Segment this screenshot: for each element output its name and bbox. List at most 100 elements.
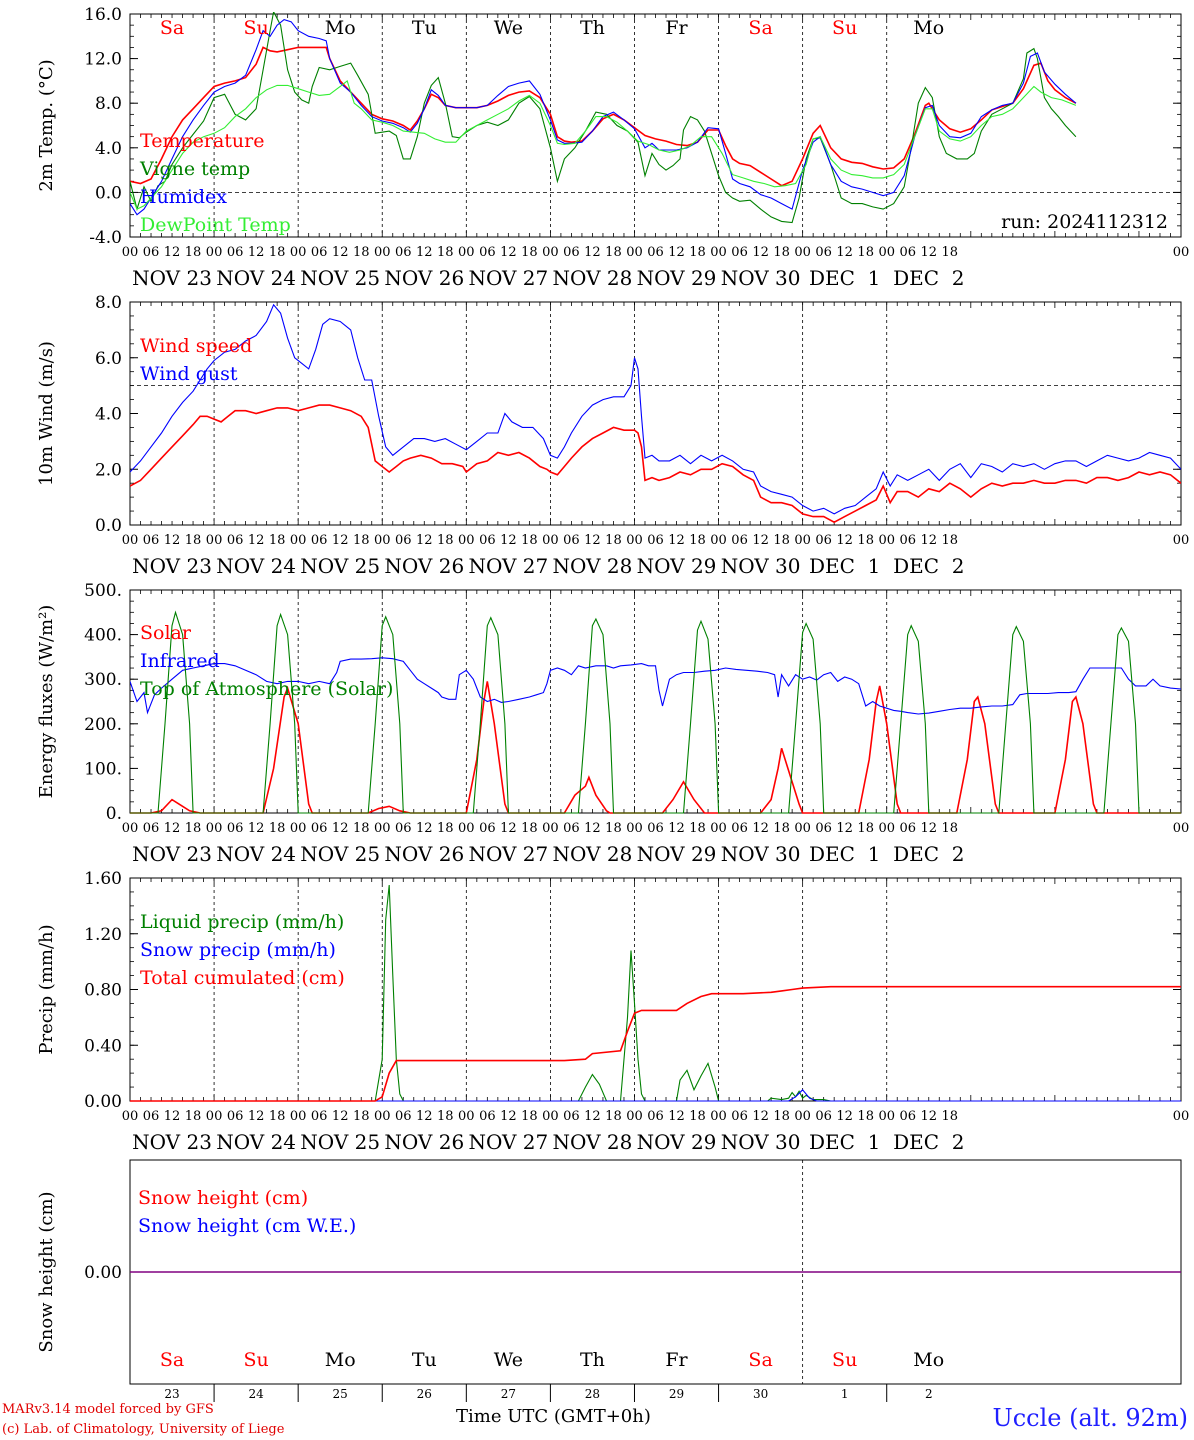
hour-tick-label: 18 <box>437 821 454 836</box>
hour-tick-label: 18 <box>353 245 370 260</box>
hour-tick-label: 00 <box>710 821 727 836</box>
hour-tick-label: 12 <box>584 245 601 260</box>
legend-entry: Humidex <box>140 186 227 208</box>
hour-tick-label: 18 <box>605 1109 622 1124</box>
hour-tick-label: 06 <box>227 245 244 260</box>
hour-tick-label: 12 <box>836 245 853 260</box>
y-tick-label: 200. <box>84 715 122 735</box>
hour-tick-label: 00 <box>458 245 475 260</box>
day-name: Tu <box>412 17 437 39</box>
hour-tick-label: 06 <box>899 821 916 836</box>
day-name: Su <box>832 17 857 39</box>
day-number: 2 <box>925 1387 933 1401</box>
date-label: NOV 23 <box>132 842 212 866</box>
date-label: NOV 29 <box>637 1130 717 1154</box>
hour-tick-label: 00 <box>374 1109 391 1124</box>
hour-tick-label: 06 <box>479 533 496 548</box>
series-line-wind-gust <box>130 303 1181 515</box>
run-label: run: 2024112312 <box>1001 211 1168 233</box>
hour-tick-label: 18 <box>437 245 454 260</box>
hour-tick-label: 00 <box>290 533 307 548</box>
date-label: NOV 27 <box>468 266 548 290</box>
hour-tick-label: 12 <box>584 533 601 548</box>
hour-tick-label: 06 <box>731 821 748 836</box>
hour-tick-label: 06 <box>227 1109 244 1124</box>
hour-tick-label: 18 <box>773 533 790 548</box>
y-tick-label: 0.00 <box>84 1263 122 1283</box>
date-label: NOV 26 <box>384 842 464 866</box>
date-label: NOV 28 <box>553 554 633 578</box>
y-tick-label: -4.0 <box>89 228 122 248</box>
hour-tick-label: 00 <box>878 533 895 548</box>
y-axis-label: Snow height (cm) <box>36 1191 57 1352</box>
x-axis-label: Time UTC (GMT+0h) <box>456 1406 651 1427</box>
hour-tick-label: 00 <box>542 1109 559 1124</box>
hour-tick-label: 18 <box>942 245 959 260</box>
hour-tick-label: 06 <box>311 245 328 260</box>
panel-3: 0. 100. 200. 300. 400. 500. Energy fluxes (W/m… <box>36 581 1189 866</box>
y-tick-label: 0.0 <box>95 183 122 203</box>
hour-tick-label: 06 <box>563 1109 580 1124</box>
hour-tick-label: 06 <box>311 533 328 548</box>
hour-tick-label: 18 <box>773 1109 790 1124</box>
y-tick-label: 6.0 <box>95 349 122 369</box>
date-label: NOV 25 <box>300 266 380 290</box>
day-number: 23 <box>164 1387 179 1401</box>
day-name: Sa <box>748 1349 772 1371</box>
hour-tick-label: 18 <box>942 821 959 836</box>
hour-tick-label: 06 <box>479 1109 496 1124</box>
date-label: NOV 29 <box>637 266 717 290</box>
legend-entry: Infrared <box>140 650 220 672</box>
hour-tick-label: 18 <box>605 245 622 260</box>
hour-tick-label: 12 <box>332 245 349 260</box>
day-name: Su <box>243 17 268 39</box>
hour-tick-label: 00 <box>794 533 811 548</box>
hour-tick-label: 12 <box>668 533 685 548</box>
hour-tick-label: 00 <box>1173 533 1190 548</box>
day-name: We <box>494 1349 523 1371</box>
y-axis-label: Energy fluxes (W/m²) <box>36 605 57 799</box>
panel-1: -4.0 0.0 4.0 8.0 12.0 16.0 2m Temp. (°C) Temper… <box>36 5 1189 290</box>
hour-tick-label: 00 <box>206 1109 223 1124</box>
hour-tick-label: 12 <box>332 533 349 548</box>
hour-tick-label: 12 <box>836 821 853 836</box>
hour-tick-label: 18 <box>353 533 370 548</box>
day-number: 26 <box>417 1387 432 1401</box>
hour-tick-label: 00 <box>374 533 391 548</box>
y-tick-label: 0.00 <box>84 1092 122 1112</box>
hour-tick-label: 00 <box>710 533 727 548</box>
date-label: NOV 25 <box>300 1130 380 1154</box>
hour-tick-label: 12 <box>920 821 937 836</box>
hour-tick-label: 06 <box>479 821 496 836</box>
hour-tick-label: 00 <box>374 821 391 836</box>
y-tick-label: 100. <box>84 759 122 779</box>
hour-tick-label: 06 <box>479 245 496 260</box>
hour-tick-label: 12 <box>584 1109 601 1124</box>
hour-tick-label: 18 <box>185 245 202 260</box>
hour-tick-label: 18 <box>857 821 874 836</box>
legend-entry: Snow precip (mm/h) <box>140 939 336 961</box>
hour-tick-label: 18 <box>521 245 538 260</box>
hour-tick-label: 06 <box>395 821 412 836</box>
hour-tick-label: 18 <box>437 533 454 548</box>
hour-tick-label: 18 <box>269 245 286 260</box>
hour-tick-label: 06 <box>647 821 664 836</box>
date-label: NOV 29 <box>637 842 717 866</box>
y-tick-label: 8.0 <box>95 94 122 114</box>
credit-line-1: MARv3.14 model forced by GFS <box>2 1402 214 1417</box>
hour-tick-label: 12 <box>164 533 181 548</box>
hour-tick-label: 12 <box>164 821 181 836</box>
hour-tick-label: 06 <box>311 821 328 836</box>
hour-tick-label: 06 <box>311 1109 328 1124</box>
date-label: NOV 25 <box>300 554 380 578</box>
hour-tick-label: 06 <box>143 533 160 548</box>
hour-tick-label: 12 <box>248 821 265 836</box>
hour-tick-label: 18 <box>857 245 874 260</box>
day-number: 27 <box>501 1387 516 1401</box>
date-label: NOV 26 <box>384 1130 464 1154</box>
date-label: NOV 30 <box>721 842 801 866</box>
hour-tick-label: 12 <box>332 821 349 836</box>
hour-tick-label: 18 <box>689 821 706 836</box>
date-label: NOV 30 <box>721 1130 801 1154</box>
date-label: NOV 26 <box>384 554 464 578</box>
